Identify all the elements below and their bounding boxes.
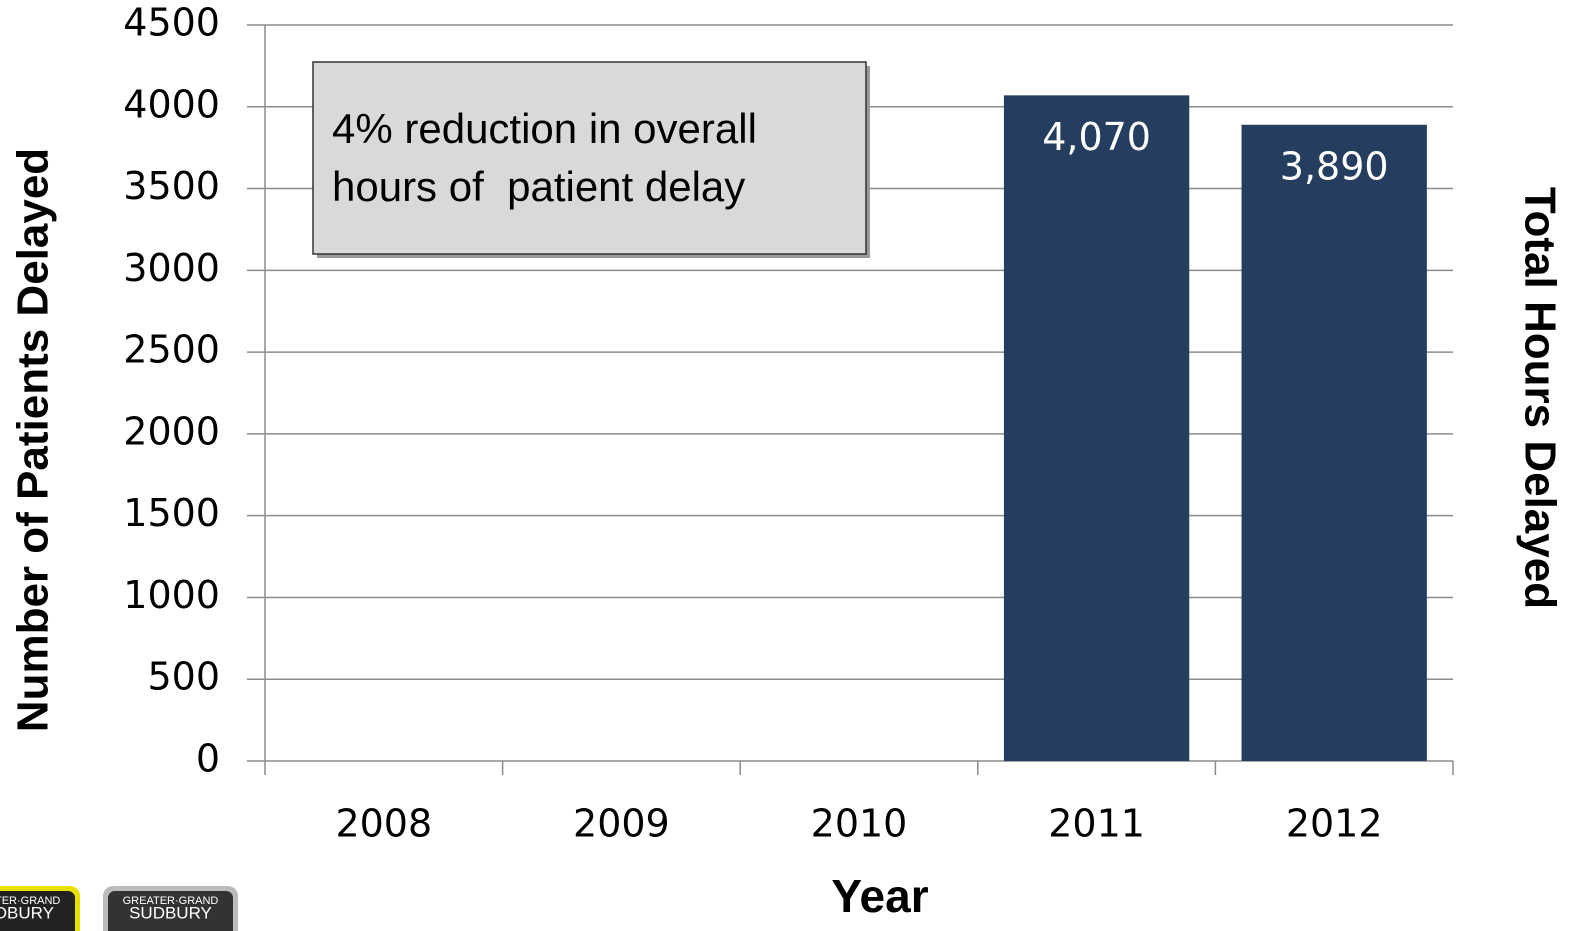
bar — [1003, 95, 1190, 762]
y-tick-label: 3500 — [123, 164, 220, 208]
logo-text: SUDBURY — [129, 903, 212, 922]
annotation-box — [312, 61, 867, 255]
logo-inner — [0, 891, 75, 931]
y-tick-label: 4500 — [123, 1, 220, 45]
x-tick-label: 2012 — [1286, 802, 1383, 846]
value-label: 3,890 — [1280, 144, 1389, 188]
logo-text: GREATER·GRAND — [0, 895, 60, 907]
x-tick-label: 2008 — [335, 802, 432, 846]
value-label: 4,070 — [1042, 115, 1151, 159]
x-axis-label: Year — [831, 870, 928, 922]
annotation-text: hours of patient delay — [332, 163, 745, 210]
y-tick-label: 4000 — [123, 82, 220, 126]
x-tick-label: 2010 — [811, 802, 908, 846]
logo-inner — [108, 891, 233, 931]
y-tick-label: 0 — [196, 737, 220, 781]
logo-text: GREATER·GRAND — [123, 895, 219, 907]
y2-axis-label: Total Hours Delayed — [1515, 187, 1564, 609]
y-tick-label: 1500 — [123, 491, 220, 535]
y-tick-label: 3000 — [123, 246, 220, 290]
y-tick-label: 2000 — [123, 409, 220, 453]
logo-text: SUDBURY — [0, 903, 54, 922]
x-tick-label: 2009 — [573, 802, 670, 846]
y-tick-label: 1000 — [123, 573, 220, 617]
y-tick-label: 500 — [147, 655, 220, 699]
bar — [1241, 124, 1427, 761]
y-tick-label: 2500 — [123, 328, 220, 372]
annotation-text: 4% reduction in overall — [332, 105, 757, 152]
y-axis-label: Number of Patients Delayed — [9, 148, 58, 732]
x-tick-label: 2011 — [1048, 802, 1145, 846]
